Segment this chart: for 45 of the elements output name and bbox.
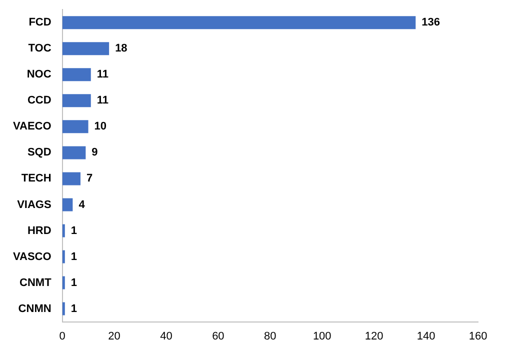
data-label: 1	[70, 302, 78, 315]
x-tick-label: 40	[160, 330, 172, 342]
y-tick-label: VAECO	[12, 120, 52, 133]
bar	[62, 250, 65, 264]
y-tick-label: CNMN	[18, 302, 52, 315]
data-label: 7	[86, 172, 93, 185]
y-tick-label: CNMT	[20, 276, 52, 289]
data-label: 1	[70, 250, 78, 263]
data-label: 11	[96, 68, 109, 81]
bar	[62, 16, 416, 30]
x-tick-label: 120	[364, 330, 384, 342]
y-tick-label: CCD	[27, 94, 52, 107]
y-tick-label: SQD	[27, 146, 52, 159]
y-tick-label: TECH	[21, 172, 52, 185]
data-label: 11	[96, 94, 109, 107]
bar	[62, 42, 110, 56]
bar	[62, 120, 88, 134]
data-label: 9	[92, 146, 98, 159]
data-label: 4	[78, 198, 86, 211]
bar	[62, 224, 65, 238]
bar	[62, 146, 86, 160]
y-tick-label: TOC	[28, 42, 52, 55]
x-tick-label: 160	[468, 330, 488, 342]
data-label: 1	[70, 276, 78, 289]
bar	[62, 198, 73, 212]
bar	[62, 302, 65, 316]
x-tick-label: 0	[59, 330, 66, 342]
bar	[62, 276, 65, 290]
bar	[62, 68, 91, 82]
x-tick-label: 20	[108, 330, 120, 342]
y-tick-label: FCD	[28, 16, 52, 29]
data-label: 1	[70, 224, 78, 237]
x-tick-label: 140	[416, 330, 436, 342]
data-label: 10	[94, 120, 107, 133]
x-tick-label: 80	[264, 330, 276, 342]
x-tick-label: 100	[312, 330, 332, 342]
y-tick-label: VIAGS	[17, 198, 52, 211]
data-label: 18	[115, 42, 128, 55]
bar	[62, 94, 91, 108]
y-tick-label: VASCO	[12, 250, 52, 263]
bar	[62, 172, 80, 186]
x-tick-label: 60	[212, 330, 224, 342]
data-label: 136	[422, 16, 440, 29]
y-tick-label: NOC	[26, 68, 52, 81]
y-tick-label: HRD	[27, 224, 52, 237]
